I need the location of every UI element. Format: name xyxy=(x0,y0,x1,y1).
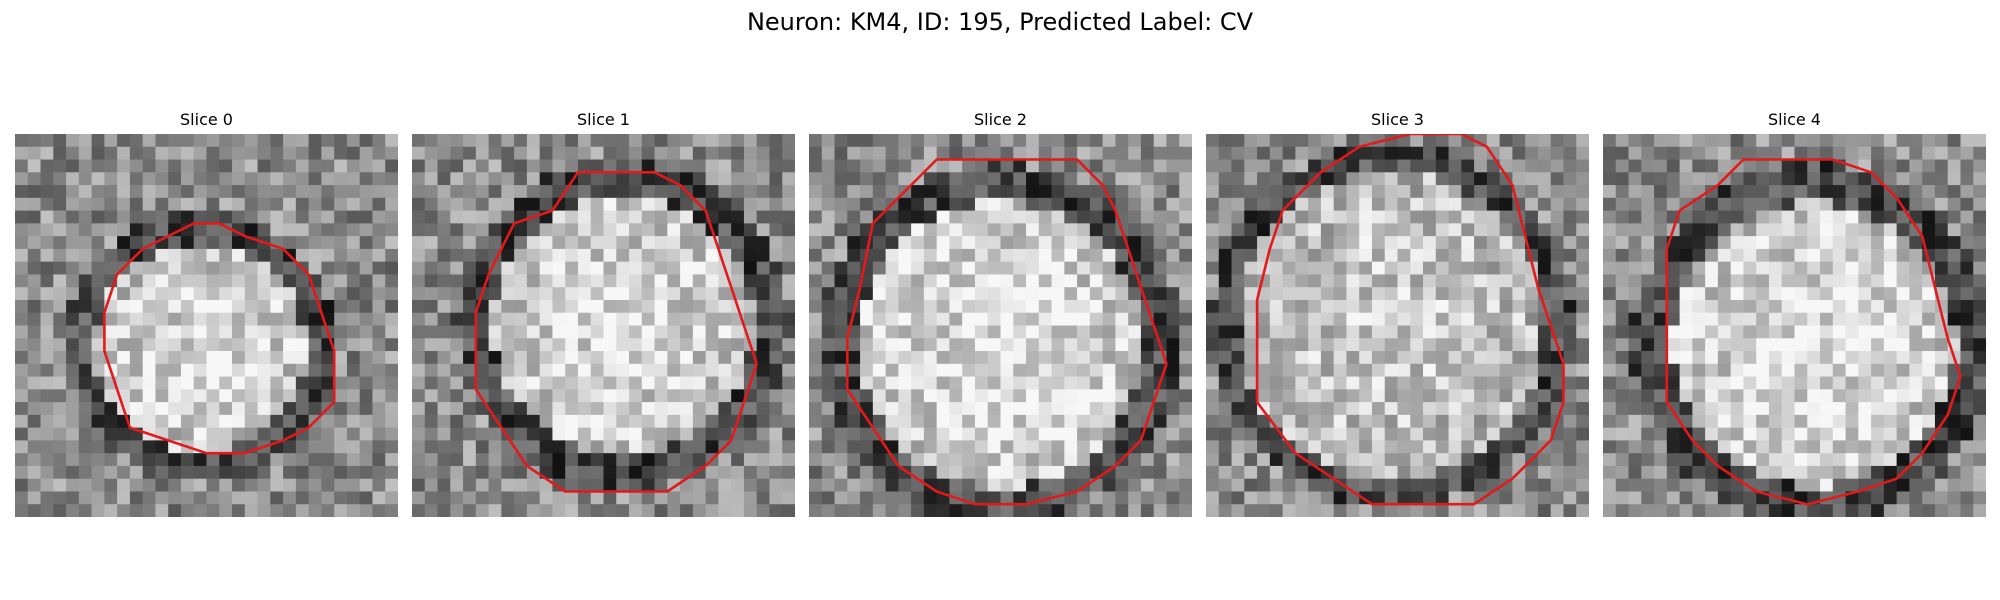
slice-image xyxy=(809,134,1192,517)
slice-title: Slice 4 xyxy=(1768,110,1821,129)
segmentation-contour xyxy=(474,170,759,493)
figure-title: Neuron: KM4, ID: 195, Predicted Label: C… xyxy=(746,8,1254,36)
slice-image xyxy=(15,134,398,517)
slice-title: Slice 3 xyxy=(1371,110,1424,129)
slice-image xyxy=(412,134,795,517)
slice-image xyxy=(1206,134,1589,517)
slice-title: Slice 0 xyxy=(180,110,233,129)
segmentation-contour xyxy=(103,222,336,455)
segmentation-contour xyxy=(845,158,1168,506)
segmentation-contour xyxy=(1255,134,1565,506)
segmentation-contour xyxy=(1665,158,1962,506)
slice-title: Slice 1 xyxy=(577,110,630,129)
slice-image xyxy=(1603,134,1986,517)
slice-title: Slice 2 xyxy=(974,110,1027,129)
